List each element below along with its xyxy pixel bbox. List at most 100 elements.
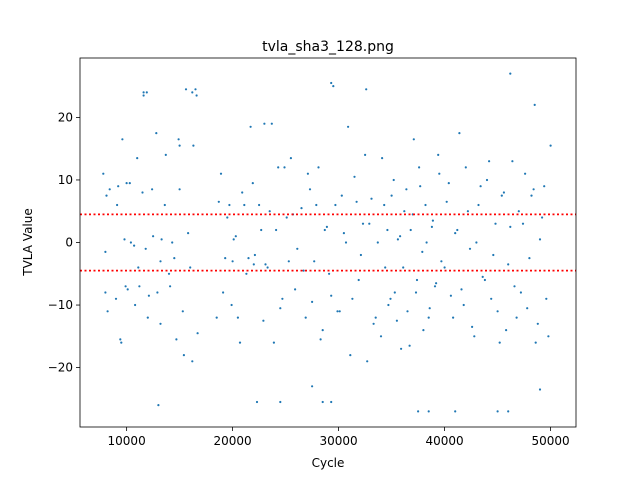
data-point (379, 335, 383, 338)
data-point (332, 85, 335, 88)
data-point (181, 310, 184, 313)
data-point (428, 307, 431, 310)
data-point (447, 182, 450, 185)
data-point (283, 166, 286, 169)
data-point (160, 238, 163, 241)
data-point (355, 200, 358, 203)
data-point (473, 335, 476, 338)
data-point (353, 175, 356, 178)
data-point (129, 241, 132, 244)
data-point (488, 160, 491, 163)
x-axis-label: Cycle (312, 456, 345, 470)
data-point (169, 285, 172, 288)
threshold-lines (80, 213, 576, 272)
data-point (277, 166, 280, 169)
data-point (490, 297, 493, 300)
data-point (406, 310, 409, 313)
data-point (272, 341, 275, 344)
data-point (311, 385, 314, 388)
plot-area (80, 58, 576, 427)
data-point (217, 200, 220, 203)
data-point (215, 316, 218, 319)
data-point (402, 266, 405, 269)
data-point (258, 203, 261, 207)
data-point (419, 185, 422, 188)
data-point (545, 297, 548, 300)
data-point (390, 194, 393, 197)
data-point (262, 319, 265, 322)
data-point (306, 172, 309, 175)
data-point (517, 210, 520, 213)
data-point (175, 338, 178, 341)
data-point (321, 400, 324, 404)
data-point (119, 338, 122, 341)
data-point (414, 291, 418, 294)
data-point (471, 325, 474, 328)
y-tick-label: 20 (58, 110, 73, 124)
y-tick-label: 0 (65, 236, 73, 250)
data-point (222, 291, 225, 294)
data-point (515, 316, 518, 319)
data-point (279, 400, 282, 404)
data-point (403, 210, 406, 213)
data-point (323, 228, 326, 232)
data-point (400, 347, 403, 350)
y-axis-label: TVLA Value (21, 208, 35, 276)
data-point (421, 250, 424, 253)
data-point (178, 188, 181, 191)
data-point (408, 344, 411, 347)
data-point (134, 303, 137, 307)
data-point (376, 241, 379, 244)
data-point (526, 307, 529, 310)
data-point (479, 185, 482, 188)
data-point (126, 288, 129, 291)
data-point (417, 410, 420, 413)
data-point (108, 188, 111, 191)
data-point (364, 153, 367, 156)
data-point (383, 203, 386, 207)
data-point (496, 410, 499, 413)
x-tick-label: 30000 (320, 434, 358, 448)
data-point (505, 329, 508, 332)
data-point (452, 316, 455, 319)
data-point (231, 260, 234, 263)
data-point (105, 194, 108, 197)
data-point (454, 232, 457, 235)
data-point (466, 210, 469, 213)
data-point (117, 185, 120, 188)
data-point (263, 122, 266, 125)
data-point (152, 235, 155, 238)
data-point (399, 235, 402, 238)
data-point (387, 303, 390, 307)
data-point (184, 88, 188, 91)
data-point (415, 278, 419, 282)
data-point (381, 157, 384, 160)
data-point (249, 125, 252, 128)
data-point (368, 222, 371, 225)
data-point (500, 194, 503, 197)
data-point (477, 203, 480, 207)
data-point (431, 219, 434, 222)
data-point (121, 138, 124, 141)
data-point (194, 88, 197, 91)
data-point (260, 228, 263, 232)
data-point (359, 253, 362, 257)
data-point (125, 182, 128, 185)
data-point (483, 278, 486, 282)
data-point (157, 404, 160, 407)
data-point (252, 263, 255, 266)
data-point (253, 253, 256, 257)
data-point (313, 260, 316, 263)
data-point (270, 122, 273, 125)
data-point (361, 222, 365, 225)
data-point (116, 203, 119, 207)
data-point (245, 272, 248, 275)
data-point (541, 216, 544, 219)
data-point (509, 225, 512, 228)
data-point (445, 200, 448, 203)
data-point (319, 338, 322, 341)
data-point (159, 260, 162, 263)
data-point (513, 285, 516, 288)
data-point (302, 269, 305, 272)
